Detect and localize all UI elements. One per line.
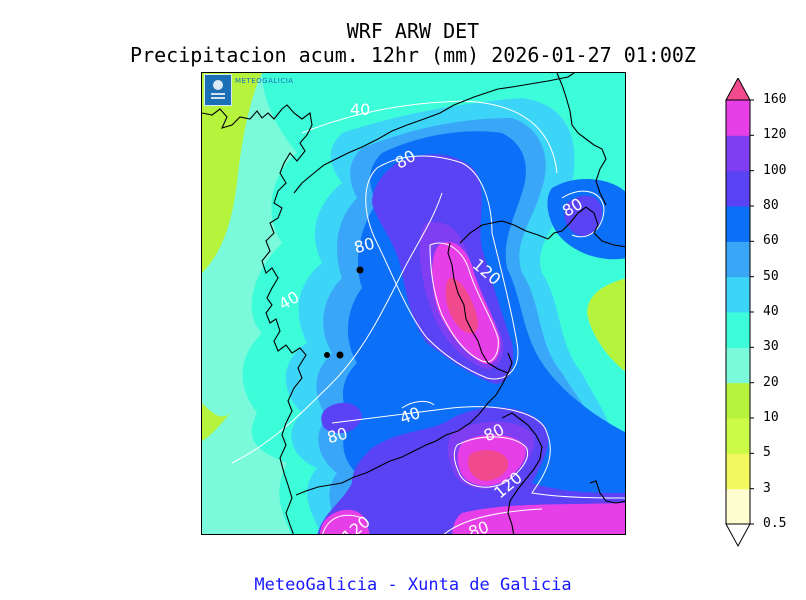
- island-dot: [324, 352, 330, 358]
- colorbar-tick-label: 20: [763, 374, 779, 390]
- colorbar-band: [726, 135, 750, 172]
- field-160-south: [468, 450, 509, 481]
- colorbar-tick-label: 80: [763, 198, 779, 213]
- footer-credit: MeteoGalicia - Xunta de Galicia: [254, 575, 572, 595]
- colorbar-band: [726, 347, 750, 384]
- colorbar-tick-label: 30: [763, 339, 779, 355]
- colorbar-extend-high: [725, 78, 751, 101]
- contour-lines: [231, 100, 625, 534]
- field-160: [445, 278, 478, 334]
- colorbar-tick-label: 50: [763, 268, 779, 284]
- field-green-east: [587, 278, 625, 372]
- island-dot: [356, 266, 364, 274]
- colorbar-tick-label: 5: [763, 445, 771, 461]
- colorbar-tick-label: 100: [763, 162, 787, 178]
- island-dot: [336, 351, 344, 359]
- colorbar-band: [726, 241, 750, 278]
- map-canvas: 40 80 80 80 120 40 40 80 80 120 120 80: [202, 73, 625, 535]
- field-30-nw: [301, 90, 377, 143]
- colorbar-tick-label: 3: [763, 480, 771, 496]
- contour-label: 80: [466, 517, 492, 535]
- colorbar-tick-label: 10: [763, 410, 779, 425]
- colorbar-band: [726, 382, 750, 419]
- chart-title: WRF ARW DET: [346, 19, 480, 43]
- coastline: [202, 73, 625, 534]
- colorbar-tick-label: 40: [763, 304, 779, 319]
- colorbar-tick-label: 0.5: [763, 516, 787, 531]
- colorbar-band: [726, 276, 750, 313]
- meteogalicia-logo: [204, 74, 232, 106]
- field-green-west: [202, 403, 232, 441]
- precipitation-map: 40 80 80 80 120 40 40 80 80 120 120 80 M…: [201, 72, 626, 535]
- colorbar-band: [726, 488, 750, 525]
- contour-label: 80: [325, 424, 350, 448]
- field-120-sw: [320, 509, 370, 534]
- colorbar-band: [726, 100, 750, 136]
- colorbar-band: [726, 418, 750, 454]
- chart-subtitle: Precipitacion acum. 12hr (mm) 2026-01-27…: [130, 43, 696, 67]
- colorbar-band: [726, 170, 750, 207]
- field-120-se: [452, 503, 625, 534]
- contour-label: 40: [350, 100, 370, 119]
- colorbar-band: [726, 206, 750, 242]
- colorbar-band: [726, 312, 750, 348]
- logo-text: METEOGALICIA: [235, 77, 294, 85]
- field-green-nw: [202, 73, 262, 273]
- colorbar-band: [726, 453, 750, 490]
- field-80-east: [564, 195, 602, 237]
- colorbar-tick-label: 120: [763, 127, 787, 143]
- colorbar-tick-label: 60: [763, 233, 779, 249]
- colorbar: [725, 78, 754, 548]
- field-80-sw: [321, 402, 362, 434]
- contour-label: 80: [352, 234, 377, 258]
- colorbar-extend-low: [725, 523, 751, 548]
- colorbar-tick-label: 160: [763, 92, 787, 107]
